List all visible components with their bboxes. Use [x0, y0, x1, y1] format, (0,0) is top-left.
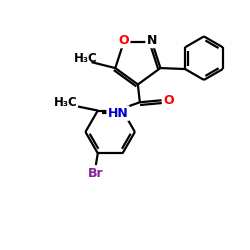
Text: HN: HN	[108, 107, 128, 120]
Text: Br: Br	[88, 166, 104, 179]
Text: N: N	[146, 34, 157, 47]
Text: H₃C: H₃C	[74, 52, 98, 65]
Text: O: O	[163, 94, 174, 107]
Text: H₃C: H₃C	[54, 96, 78, 109]
Text: O: O	[118, 34, 129, 47]
